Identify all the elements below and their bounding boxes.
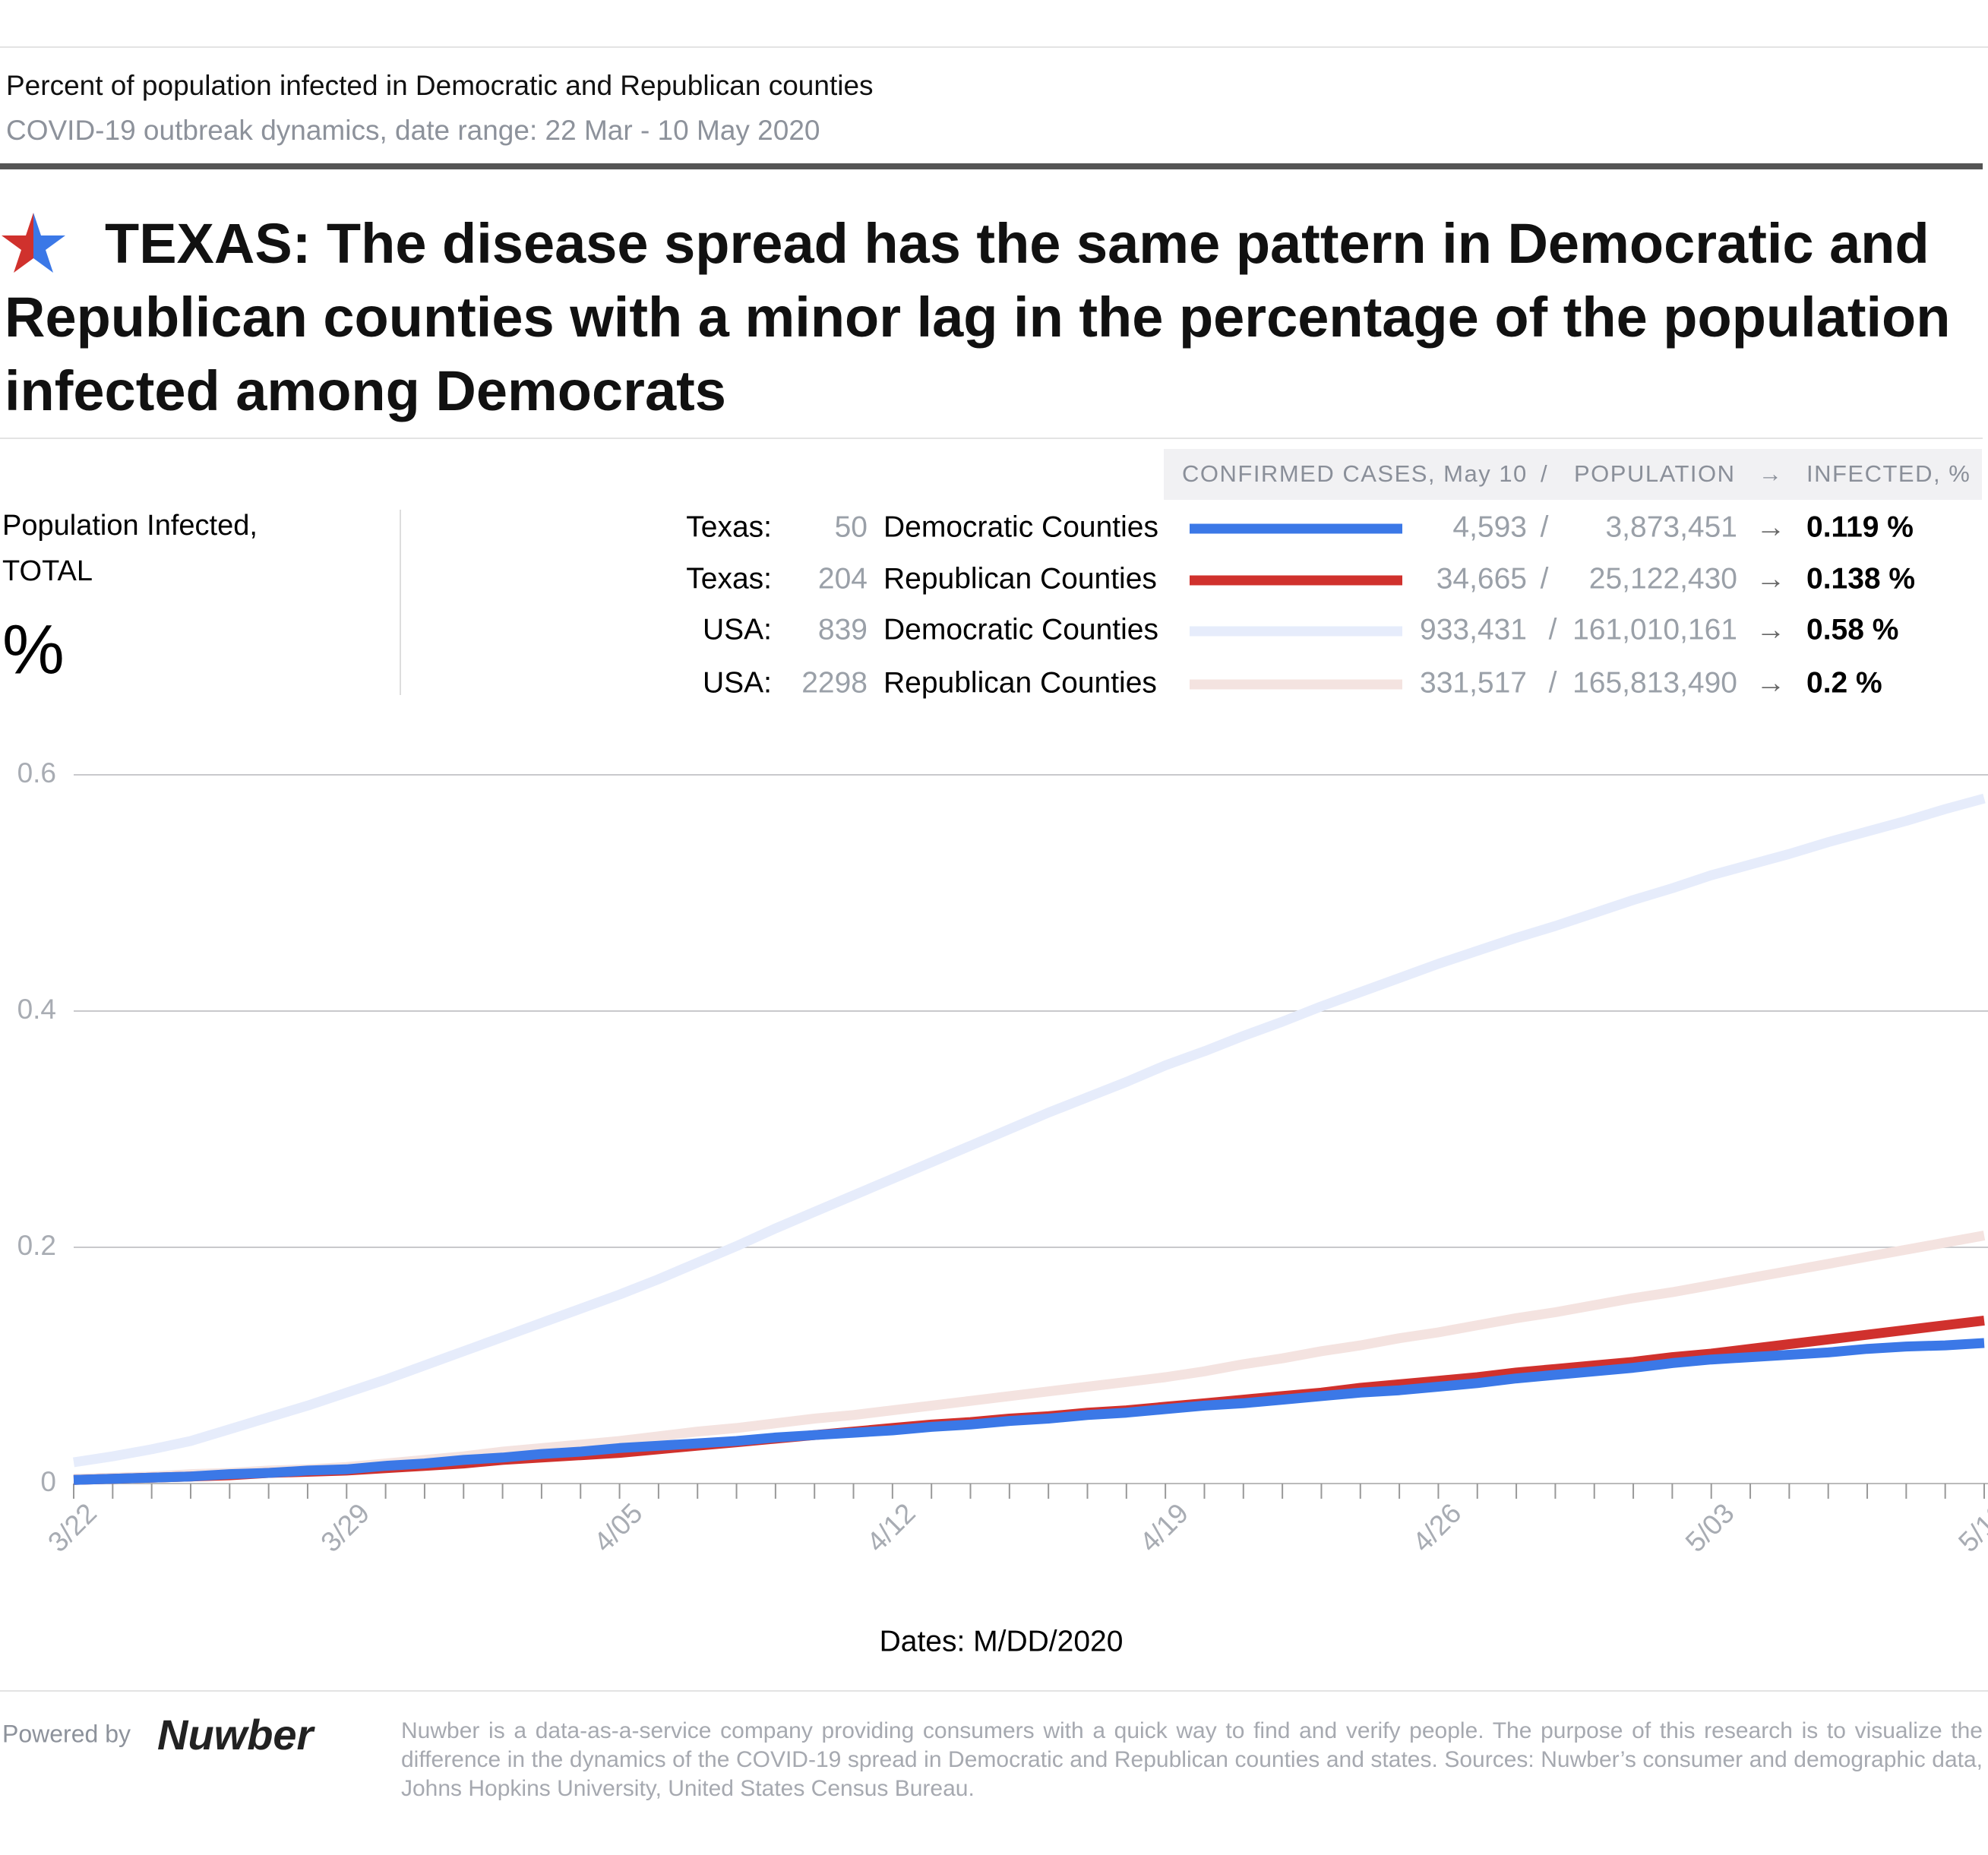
legend-population: 25,122,430 — [1589, 562, 1737, 595]
series-line — [73, 1315, 1985, 1485]
legend-population: 165,813,490 — [1572, 666, 1737, 699]
legend-counties: 50 — [835, 510, 868, 543]
legend-sep: / — [1541, 510, 1549, 543]
legend-cases: 34,665 — [1436, 562, 1527, 595]
x-tick-label: 4/26 — [1407, 1497, 1468, 1558]
legend-region: Texas: — [686, 562, 772, 595]
legend-header-text: POPULATION — [1574, 460, 1736, 487]
powered-by: Powered by — [2, 1720, 131, 1747]
legend-arrow: → — [1756, 666, 1786, 699]
x-axis-label: Dates: M/DD/2020 — [880, 1625, 1124, 1657]
side-label: TOTAL — [2, 555, 93, 587]
legend-header-text: → — [1759, 460, 1784, 487]
side-unit: % — [2, 611, 65, 688]
legend-population: 161,010,161 — [1572, 613, 1737, 646]
legend-header-text: / — [1541, 460, 1548, 487]
legend-infected: 0.138 % — [1806, 562, 1915, 595]
x-tick-label: 5/10 — [1952, 1497, 1988, 1558]
legend-counties: 2298 — [801, 666, 868, 699]
headline: TEXAS: The disease spread has the same p… — [5, 212, 1951, 422]
page-subtitle: COVID-19 outbreak dynamics, date range: … — [6, 115, 820, 146]
legend-counties: 839 — [818, 613, 868, 646]
legend-header-box — [1164, 449, 1982, 500]
legend-sep: / — [1549, 613, 1557, 646]
legend-name: Republican Counties — [883, 562, 1157, 595]
legend-infected: 0.58 % — [1806, 613, 1898, 646]
legend-infected: 0.119 % — [1806, 510, 1914, 543]
star-icon — [2, 213, 65, 273]
series-line — [73, 793, 1986, 1468]
legend-counties: 204 — [818, 562, 868, 595]
x-tick-label: 4/12 — [861, 1497, 921, 1558]
y-tick-label: 0.6 — [17, 757, 56, 788]
legend-arrow: → — [1756, 562, 1786, 595]
legend-name: Republican Counties — [883, 666, 1157, 699]
legend-name: Democratic Counties — [883, 613, 1158, 646]
legend-cases: 4,593 — [1452, 510, 1527, 543]
legend-region: Texas: — [686, 510, 772, 543]
x-tick-label: 3/29 — [314, 1497, 375, 1558]
legend-header-text: INFECTED, % — [1806, 460, 1971, 487]
x-tick-label: 4/05 — [588, 1497, 649, 1558]
legend-name: Democratic Counties — [883, 510, 1158, 543]
y-tick-label: 0.4 — [17, 994, 56, 1025]
brand-logo: Nuwber — [157, 1711, 316, 1759]
y-tick-label: 0 — [40, 1466, 56, 1497]
legend-population: 3,873,451 — [1605, 510, 1737, 543]
x-tick-label: 4/19 — [1133, 1497, 1194, 1558]
page-title: Percent of population infected in Democr… — [6, 70, 874, 101]
legend-arrow: → — [1756, 613, 1786, 646]
legend-region: USA: — [703, 613, 772, 646]
legend-region: USA: — [703, 666, 772, 699]
y-tick-label: 0.2 — [17, 1230, 56, 1261]
legend-arrow: → — [1756, 510, 1786, 543]
legend-infected: 0.2 % — [1806, 666, 1882, 699]
legend-cases: 331,517 — [1420, 666, 1527, 699]
x-tick-label: 3/22 — [42, 1497, 103, 1558]
legend-sep: / — [1541, 562, 1549, 595]
x-tick-label: 5/03 — [1680, 1497, 1740, 1558]
legend-sep: / — [1549, 666, 1557, 699]
legend-cases: 933,431 — [1420, 613, 1527, 646]
series-line — [73, 1338, 1985, 1485]
legend-header-text: CONFIRMED CASES, May 10 — [1182, 460, 1528, 487]
footer-description: Nuwber is a data-as-a-service company pr… — [401, 1718, 1983, 1801]
side-label: Population Infected, — [2, 510, 258, 542]
